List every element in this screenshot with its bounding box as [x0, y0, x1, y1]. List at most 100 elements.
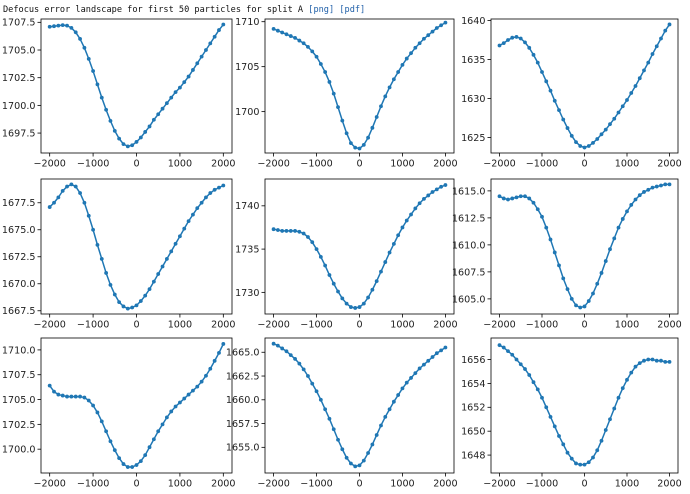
data-point	[510, 35, 515, 40]
y-tick-label: 1607.5	[452, 267, 486, 278]
data-point	[616, 395, 621, 400]
data-point	[548, 237, 553, 242]
data-point	[404, 56, 409, 61]
data-point	[344, 301, 349, 306]
data-point	[86, 56, 91, 61]
data-point	[422, 362, 426, 367]
x-tick-label: 1000	[168, 479, 192, 490]
data-point	[552, 98, 557, 103]
data-point	[633, 364, 638, 369]
data-point	[637, 361, 642, 365]
data-point	[535, 387, 540, 392]
data-point	[561, 117, 566, 122]
data-point	[280, 229, 285, 233]
data-point	[531, 380, 536, 385]
data-point	[383, 260, 388, 264]
data-point	[310, 240, 315, 245]
data-point	[620, 386, 625, 391]
data-point	[91, 227, 95, 232]
data-point	[164, 257, 169, 261]
data-point	[271, 341, 276, 346]
data-point	[108, 439, 113, 444]
data-point	[47, 24, 52, 29]
data-point	[134, 463, 139, 467]
data-point	[353, 306, 358, 310]
data-point	[417, 201, 422, 206]
data-point	[434, 26, 439, 30]
data-point	[208, 41, 213, 46]
y-tick-label: 1705.0	[2, 395, 36, 406]
data-point	[288, 353, 293, 358]
series-line	[49, 183, 224, 310]
data-point	[69, 25, 74, 30]
y-tick-label: 1665.0	[226, 348, 260, 359]
data-point	[629, 91, 634, 95]
data-point	[400, 62, 405, 67]
data-point	[112, 292, 117, 297]
data-point	[78, 37, 82, 41]
png-link[interactable]: [png]	[308, 5, 335, 15]
data-point	[654, 44, 659, 49]
data-point	[426, 358, 431, 363]
data-point	[608, 417, 612, 422]
data-point	[514, 195, 519, 200]
data-point	[208, 191, 213, 195]
data-point	[160, 106, 165, 111]
data-point	[117, 456, 122, 461]
data-point	[327, 273, 332, 277]
data-point	[344, 131, 349, 136]
y-tick-label: 1662.5	[226, 371, 260, 382]
data-point	[540, 214, 544, 219]
data-point	[595, 137, 600, 141]
data-point	[578, 462, 583, 467]
data-point	[293, 35, 297, 40]
data-point	[527, 196, 532, 201]
y-tick-label: 1654	[461, 379, 485, 390]
data-point	[518, 194, 523, 199]
series-line	[49, 343, 224, 468]
x-tick-label: 0	[356, 159, 362, 170]
y-tick-label: 1730	[235, 288, 259, 299]
data-point	[434, 187, 439, 192]
data-point	[221, 342, 226, 346]
data-point	[121, 304, 126, 309]
x-tick-label: 2000	[211, 159, 235, 170]
data-point	[544, 405, 549, 410]
data-point	[60, 393, 65, 398]
data-point	[293, 229, 297, 233]
data-point	[173, 241, 178, 246]
data-point	[95, 410, 100, 415]
data-point	[130, 465, 135, 469]
x-tick-label: −1000	[77, 320, 109, 331]
data-point	[439, 184, 444, 189]
data-point	[370, 287, 375, 292]
data-point	[280, 30, 285, 35]
data-point	[151, 117, 156, 122]
data-point	[527, 45, 532, 50]
data-point	[182, 226, 187, 231]
x-tick-label: 2000	[433, 159, 457, 170]
data-point	[78, 191, 82, 195]
data-point	[527, 373, 532, 377]
data-point	[574, 140, 578, 144]
data-point	[557, 263, 561, 268]
data-point	[191, 388, 195, 393]
data-point	[629, 370, 634, 375]
data-point	[199, 200, 204, 205]
data-point	[217, 28, 221, 32]
pdf-link[interactable]: [pdf]	[339, 5, 366, 15]
subplot-9: −2000 −1000 0 1000 2000 1648 1650 1652 1654 1656	[461, 337, 682, 490]
x-tick-label: 0	[581, 320, 587, 331]
data-point	[301, 231, 306, 236]
data-point	[151, 279, 156, 284]
data-point	[422, 197, 426, 201]
data-point	[275, 343, 280, 348]
data-point	[306, 44, 310, 49]
data-point	[434, 351, 439, 356]
x-tick-label: 0	[133, 479, 139, 490]
data-point	[591, 140, 595, 145]
data-point	[595, 448, 600, 453]
y-tick-label: 1660.0	[226, 395, 260, 406]
data-point	[654, 184, 659, 189]
data-point	[540, 395, 544, 400]
